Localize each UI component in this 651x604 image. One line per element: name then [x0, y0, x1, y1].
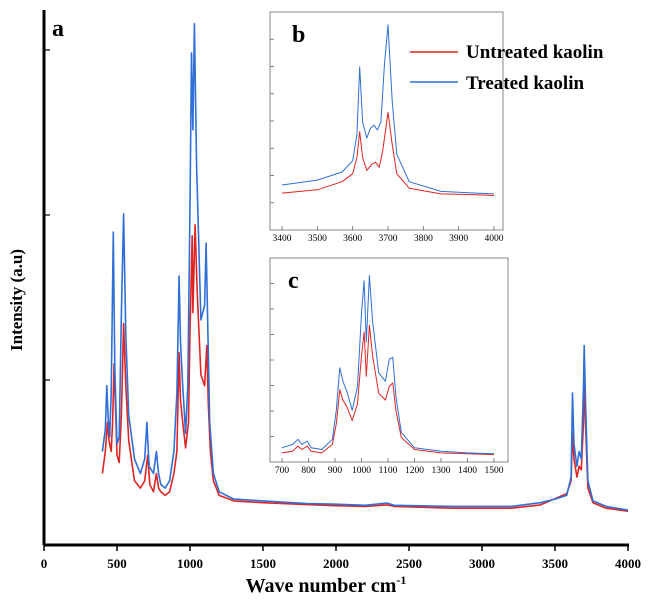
- legend: Untreated kaolin Treated kaolin: [410, 42, 604, 94]
- series-line-panel-c-0: [281, 324, 495, 456]
- x-tick-label: 1500: [250, 556, 276, 571]
- inset-x-tick-label: 3700: [379, 234, 398, 244]
- inset-x-tick-label: 3900: [449, 234, 468, 244]
- inset-x-tick-label: 3800: [414, 234, 433, 244]
- inset-b: 3400 3500 3600 3700 3800 3900 4000 b: [269, 11, 504, 244]
- inset-x-tick-label: 4000: [485, 234, 504, 244]
- inset-x-tick-label: 3500: [308, 234, 327, 244]
- series-line-panel-b-1: [281, 24, 495, 195]
- x-tick-label: 1000: [177, 556, 203, 571]
- inset-x-tick-label: 1200: [405, 466, 424, 476]
- panel-c-letter: c: [288, 268, 299, 294]
- inset-x-tick-label: 900: [328, 466, 343, 476]
- inset-b-series-group: [281, 24, 495, 196]
- inset-x-tick-label: 1300: [432, 466, 451, 476]
- x-axis-title-superscript: -1: [396, 573, 406, 587]
- series-line-panel-b-0: [281, 111, 495, 196]
- inset-c: 700 800 900 1000 1100 1200 1300 1400 1500 c: [269, 257, 509, 476]
- x-tick-label: 2500: [396, 556, 422, 571]
- x-tick-label: 2000: [323, 556, 349, 571]
- panel-a-letter: a: [52, 16, 64, 42]
- inset-x-tick-label: 1500: [485, 466, 504, 476]
- x-tick-label: 4000: [615, 556, 641, 571]
- inset-x-tick-label: 1100: [379, 466, 398, 476]
- x-tick-label: 500: [107, 556, 127, 571]
- inset-c-series-group: [281, 275, 495, 456]
- x-tick-label: 0: [41, 556, 48, 571]
- x-axis-title: Wave number cm-1: [246, 573, 407, 597]
- x-tick-label: 3000: [469, 556, 495, 571]
- legend-label-treated: Treated kaolin: [466, 73, 584, 94]
- main-axis-ticks: 0 500 1000 1500 2000 2500 3000 3500 4000: [41, 49, 641, 571]
- inset-x-tick-label: 3400: [273, 234, 292, 244]
- inset-x-tick-label: 3600: [343, 234, 362, 244]
- inset-b-axis-ticks: 3400 3500 3600 3700 3800 3900 4000: [270, 38, 504, 244]
- series-line-treated-kaolin: [101, 22, 629, 511]
- inset-x-tick-label: 1000: [352, 466, 371, 476]
- legend-label-untreated: Untreated kaolin: [466, 42, 604, 63]
- series-line-panel-c-1: [281, 275, 495, 455]
- x-axis-title-main: Wave number cm: [246, 575, 397, 597]
- inset-x-tick-label: 1400: [458, 466, 477, 476]
- inset-x-tick-label: 700: [275, 466, 290, 476]
- x-tick-label: 3500: [542, 556, 568, 571]
- panel-b-letter: b: [292, 22, 305, 48]
- main-series-group: [101, 22, 629, 512]
- inset-c-axis-ticks: 700 800 900 1000 1100 1200 1300 1400 1500: [270, 283, 504, 476]
- y-axis-title: Intensity (a.u): [7, 249, 26, 351]
- inset-x-tick-label: 800: [301, 466, 316, 476]
